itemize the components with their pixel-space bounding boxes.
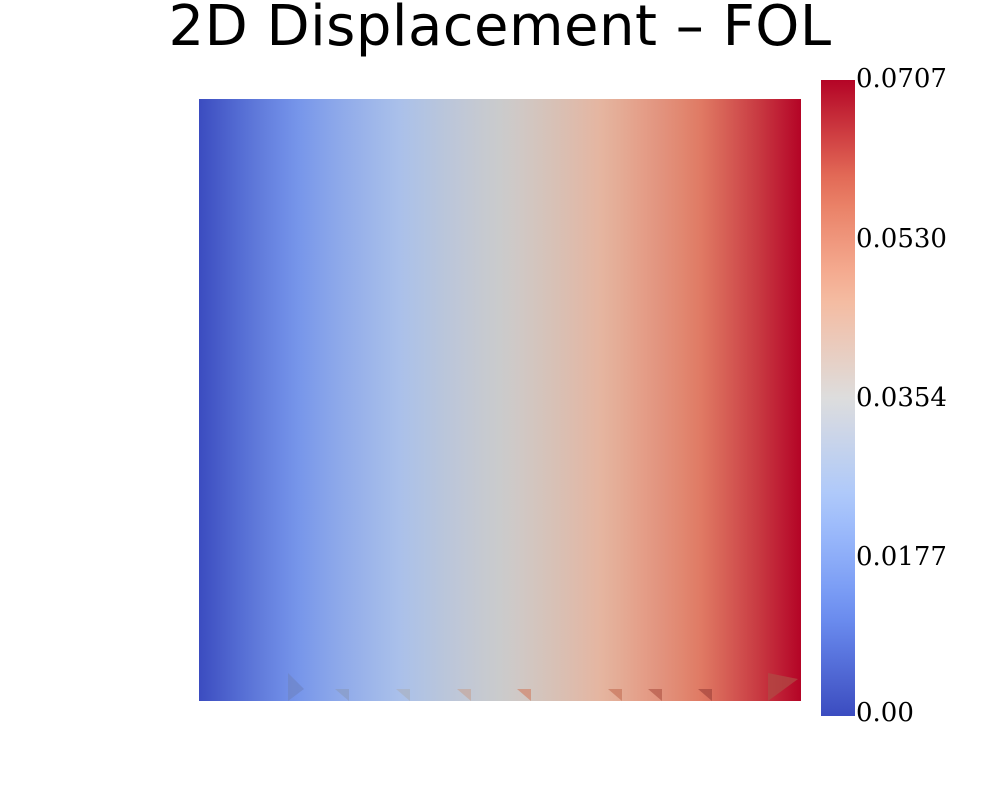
arrow-glyph: [768, 673, 798, 701]
arrow-glyph: [517, 689, 531, 701]
colorbar-tick-label: 0.00: [856, 698, 914, 728]
arrow-glyph: [648, 689, 662, 701]
colorbar-tick-label: 0.0177: [856, 541, 947, 572]
arrow-glyph: [335, 689, 349, 701]
arrow-glyph: [698, 689, 712, 701]
arrow-glyph: [288, 673, 304, 701]
colorbar-tick-label: 0.0530: [856, 224, 947, 255]
arrow-glyph: [457, 689, 471, 701]
chart-title: 2D Displacement – FOL: [168, 0, 832, 59]
colorbar-tick-label: 0.0707: [856, 64, 947, 94]
colorbar-tick-label: 0.0354: [856, 382, 947, 413]
arrow-glyphs: [288, 673, 798, 701]
arrow-glyph: [608, 689, 622, 701]
colorbar: [821, 80, 855, 716]
arrow-glyph: [396, 689, 410, 701]
displacement-field: [199, 99, 801, 701]
